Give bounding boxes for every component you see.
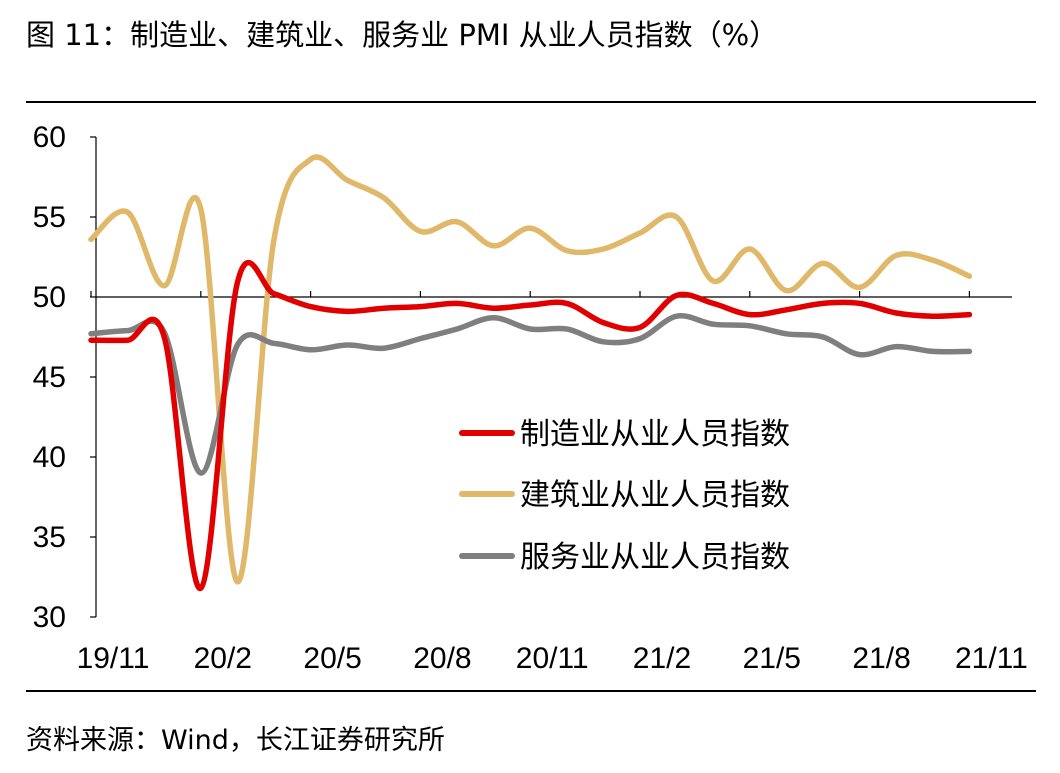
chart-series [88, 154, 973, 591]
x-tick-label: 20/5 [303, 642, 361, 675]
y-tick-label: 55 [33, 201, 66, 234]
x-tick-label: 21/8 [852, 642, 910, 675]
x-tick-label: 21/5 [743, 642, 801, 675]
x-tick-label: 21/2 [633, 642, 691, 675]
bottom-rule [26, 690, 1036, 692]
y-tick-label: 45 [33, 361, 66, 394]
chart-axes: 30 35 40 45 50 55 60 19/11 20/2 20/5 20/8 20/11 21/2… [33, 121, 1028, 675]
legend-label-0: 制造业从业人员指数 [520, 417, 790, 452]
x-tick-label: 20/2 [194, 642, 252, 675]
x-tick-label: 20/8 [413, 642, 471, 675]
y-tick-label: 50 [33, 281, 66, 314]
series-line-2 [88, 313, 973, 476]
series-line-1 [88, 154, 973, 585]
x-tick-label: 20/11 [516, 642, 589, 675]
chart-title: 图 11：制造业、建筑业、服务业 PMI 从业人员指数（%） [26, 18, 779, 52]
legend-label-2: 服务业从业人员指数 [520, 540, 790, 575]
series-line-0 [88, 260, 973, 591]
x-tick-label: 21/11 [955, 642, 1028, 675]
legend-label-1: 建筑业从业人员指数 [520, 478, 790, 513]
x-tick-label: 19/11 [77, 642, 150, 675]
y-tick-label: 60 [33, 121, 66, 154]
y-tick-label: 35 [33, 521, 66, 554]
source-note: 资料来源：Wind，长江证券研究所 [26, 725, 445, 756]
y-tick-label: 40 [33, 441, 66, 474]
top-rule [26, 101, 1036, 103]
y-tick-label: 30 [33, 601, 66, 634]
